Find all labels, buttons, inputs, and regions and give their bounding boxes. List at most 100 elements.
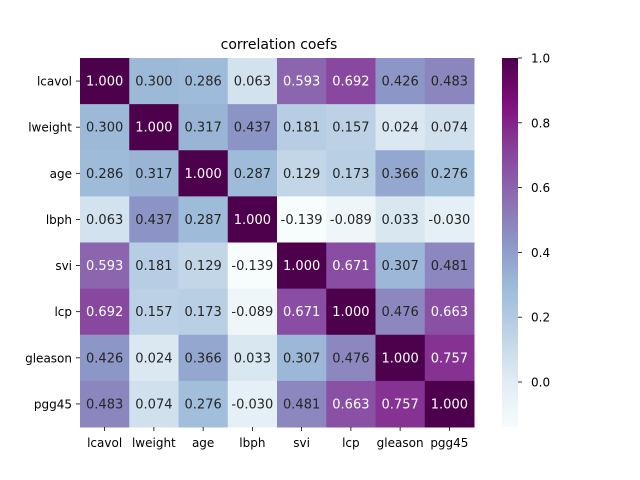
heatmap-cell bbox=[227, 288, 278, 336]
cell-value-label: 0.593 bbox=[86, 259, 123, 274]
cell-value-label: 0.181 bbox=[283, 121, 320, 136]
y-tick-label: lweight bbox=[28, 121, 72, 135]
colorbar-tick-label: 1.0 bbox=[531, 52, 550, 66]
heatmap-cell bbox=[227, 242, 278, 290]
cell-value-label: -0.089 bbox=[231, 305, 273, 320]
heatmap-cell bbox=[326, 196, 376, 243]
colorbar-tick-label: 0.0 bbox=[531, 375, 550, 389]
cell-value-label: 0.286 bbox=[185, 75, 222, 90]
cell-value-label: 0.757 bbox=[431, 351, 468, 366]
heatmap-cell bbox=[129, 242, 179, 290]
x-tick-label: gleason bbox=[377, 436, 424, 450]
cell-value-label: 0.317 bbox=[185, 121, 222, 136]
heatmap-cell bbox=[80, 104, 130, 151]
heatmap-cell bbox=[80, 380, 130, 428]
colorbar-tick-label: 0.8 bbox=[531, 116, 550, 130]
heatmap-cell bbox=[277, 150, 327, 197]
cell-value-label: -0.089 bbox=[330, 213, 372, 228]
heatmap-cell bbox=[178, 196, 229, 243]
cell-value-label: 0.033 bbox=[382, 213, 419, 228]
cell-value-label: -0.139 bbox=[231, 259, 273, 274]
cell-value-label: 0.671 bbox=[283, 305, 320, 320]
x-tick-label: age bbox=[192, 436, 214, 450]
cell-value-label: 0.437 bbox=[135, 213, 172, 228]
cell-value-label: 0.692 bbox=[332, 75, 369, 90]
heatmap-cell bbox=[424, 380, 475, 428]
heatmap-cell bbox=[227, 150, 278, 197]
cell-value-label: 1.000 bbox=[135, 121, 172, 136]
heatmap-cell bbox=[277, 242, 327, 290]
heatmap-cell bbox=[277, 380, 327, 428]
x-tick-label: lweight bbox=[132, 436, 176, 450]
heatmap-cell bbox=[227, 196, 278, 243]
heatmap-cell bbox=[326, 334, 376, 382]
x-tick-label: svi bbox=[293, 436, 310, 450]
cell-value-label: 0.757 bbox=[382, 397, 419, 412]
cell-value-label: 0.437 bbox=[234, 121, 271, 136]
x-axis: lcavol lweight age lbph svi lcp gleason pgg45 bbox=[87, 427, 468, 450]
colorbar-tick-label: 0.2 bbox=[531, 311, 550, 325]
cell-value-label: 0.366 bbox=[382, 167, 419, 182]
x-tick-label: lcavol bbox=[87, 436, 122, 450]
cell-value-label: 0.366 bbox=[185, 351, 222, 366]
heatmap-cell bbox=[80, 288, 130, 336]
y-tick-label: gleason bbox=[25, 351, 72, 365]
y-tick-label: lbph bbox=[46, 213, 72, 227]
cell-value-label: 0.063 bbox=[234, 75, 271, 90]
cell-value-label: 0.426 bbox=[86, 351, 123, 366]
y-tick-label: svi bbox=[55, 259, 72, 273]
heatmap-cell bbox=[129, 380, 179, 428]
cell-value-label: 1.000 bbox=[234, 213, 271, 228]
cell-value-label: 0.074 bbox=[135, 397, 172, 412]
heatmap-cell bbox=[424, 196, 475, 243]
cell-value-label: 1.000 bbox=[431, 397, 468, 412]
heatmap-cell bbox=[375, 196, 426, 243]
heatmap-cell bbox=[178, 242, 229, 290]
cell-value-label: 1.000 bbox=[283, 259, 320, 274]
cell-value-label: 0.476 bbox=[332, 351, 369, 366]
heatmap-cell bbox=[277, 104, 327, 151]
cell-value-label: 0.692 bbox=[86, 305, 123, 320]
cell-value-label: 0.276 bbox=[185, 397, 222, 412]
heatmap-cell bbox=[424, 150, 475, 197]
cell-value-label: 0.286 bbox=[86, 167, 123, 182]
heatmap-cell bbox=[424, 58, 475, 105]
cell-value-label: 0.173 bbox=[332, 167, 369, 182]
cell-value-label: 0.307 bbox=[382, 259, 419, 274]
cell-value-label: 0.033 bbox=[234, 351, 271, 366]
heatmap-cell bbox=[326, 150, 376, 197]
cell-value-label: 0.129 bbox=[283, 167, 320, 182]
cell-value-label: 0.426 bbox=[382, 75, 419, 90]
colorbar-tick-label: 0.6 bbox=[531, 181, 550, 195]
cell-value-label: 0.157 bbox=[135, 305, 172, 320]
heatmap-cell bbox=[80, 58, 130, 105]
heatmap-cell bbox=[227, 104, 278, 151]
heatmap-cell bbox=[227, 58, 278, 105]
heatmap-cell bbox=[424, 288, 475, 336]
heatmap-cell bbox=[277, 334, 327, 382]
colorbar-tick-label: 0.4 bbox=[531, 246, 550, 260]
colorbar-axis: 0.0 0.2 0.4 0.6 0.8 1.0 bbox=[518, 52, 550, 389]
cell-value-label: 0.287 bbox=[185, 213, 222, 228]
cell-value-label: 1.000 bbox=[332, 305, 369, 320]
cell-value-label: 0.129 bbox=[185, 259, 222, 274]
heatmap-cell bbox=[178, 58, 229, 105]
cell-value-label: 0.476 bbox=[382, 305, 419, 320]
heatmap-cell bbox=[277, 288, 327, 336]
y-tick-label: lcavol bbox=[37, 75, 72, 89]
cell-value-label: -0.030 bbox=[428, 213, 470, 228]
heatmap-cell bbox=[277, 58, 327, 105]
heatmap-cell bbox=[424, 104, 475, 151]
cell-value-label: 0.287 bbox=[234, 167, 271, 182]
heatmap-cell bbox=[277, 196, 327, 243]
cell-value-label: 0.481 bbox=[283, 397, 320, 412]
heatmap-cell bbox=[326, 380, 376, 428]
heatmap-cell bbox=[178, 334, 229, 382]
cell-value-label: 0.307 bbox=[283, 351, 320, 366]
heatmap-cell bbox=[80, 242, 130, 290]
cell-value-label: 1.000 bbox=[382, 351, 419, 366]
cell-value-label: 0.063 bbox=[86, 213, 123, 228]
heatmap-cell bbox=[424, 334, 475, 382]
heatmap-cell bbox=[129, 150, 179, 197]
